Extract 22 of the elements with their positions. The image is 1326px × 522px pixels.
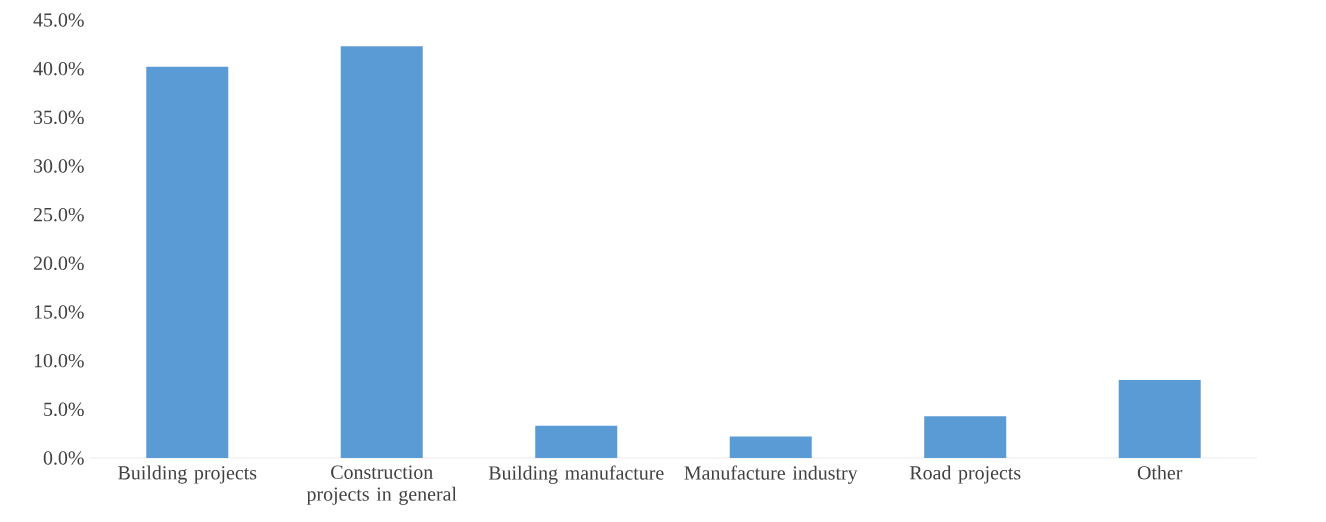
bar	[146, 66, 229, 458]
y-tick-label: 30.0%	[33, 159, 84, 173]
x-tick-label: Road projects	[909, 465, 1021, 484]
y-tick-label: 40.0%	[33, 61, 84, 76]
y-tick-label: 45.0%	[33, 13, 84, 27]
x-tick-label: Building manufacture	[488, 465, 664, 484]
x-tick-label: Manufacture industry	[684, 465, 858, 484]
x-tick-label: Other	[1137, 465, 1183, 480]
y-tick-label: 5.0%	[44, 402, 84, 417]
y-tick-label: 25.0%	[33, 207, 84, 222]
x-tick-label: Construction projects in general	[306, 465, 457, 505]
bar	[1118, 380, 1201, 458]
bar	[535, 425, 618, 458]
bar	[729, 436, 812, 458]
bar	[924, 416, 1007, 458]
y-tick-label: 15.0%	[34, 305, 84, 319]
y-tick-label: 0.0%	[43, 451, 84, 465]
y-tick-label: 35.0%	[33, 110, 84, 125]
x-tick-label: Building projects	[118, 465, 257, 484]
bar	[340, 46, 423, 458]
y-tick-label: 20.0%	[33, 256, 84, 271]
y-tick-label: 10.0%	[34, 353, 84, 368]
